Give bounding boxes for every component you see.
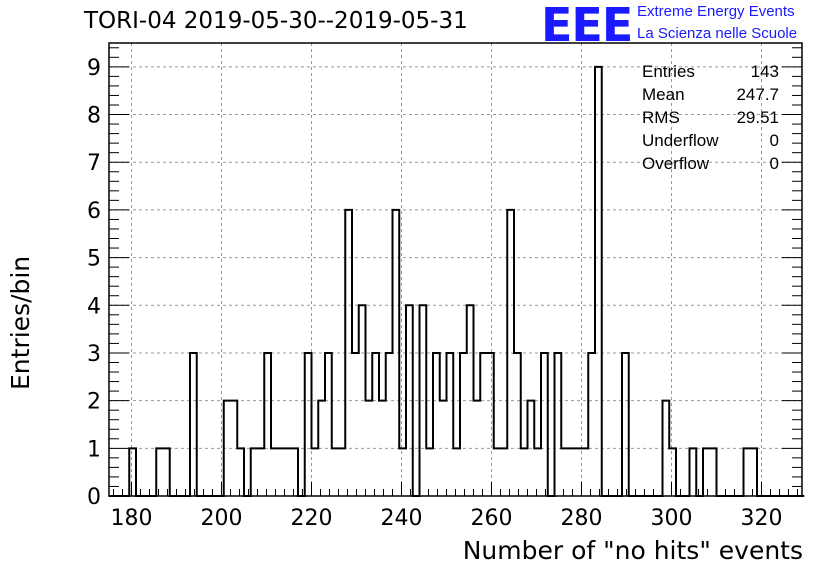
x-tick-label: 320 — [741, 506, 783, 531]
y-tick-label: 5 — [87, 247, 101, 272]
eee-logo: EEE — [541, 0, 633, 52]
histogram-line — [109, 65, 805, 497]
stat-value: 247.7 — [736, 85, 779, 104]
stat-value: 0 — [769, 131, 779, 150]
stat-value: 0 — [769, 154, 779, 173]
stat-rms: RMS 29.51 — [642, 106, 779, 129]
stat-underflow: Underflow 0 — [642, 129, 779, 152]
y-tick-label: 0 — [87, 485, 101, 510]
y-tick-label: 3 — [87, 342, 101, 367]
y-tick-label: 2 — [87, 390, 101, 415]
x-tick-label: 280 — [561, 506, 603, 531]
y-tick-label: 9 — [87, 56, 101, 81]
stat-overflow: Overflow 0 — [642, 152, 779, 175]
stat-label: Mean — [642, 85, 685, 104]
x-tick-label: 220 — [291, 506, 333, 531]
y-tick-label: 4 — [87, 294, 101, 319]
y-tick-label: 7 — [87, 151, 101, 176]
y-tick-label: 8 — [87, 104, 101, 129]
x-tick-label: 240 — [381, 506, 423, 531]
stat-value: 29.51 — [736, 108, 779, 127]
x-axis-label: Number of "no hits" events — [462, 536, 803, 565]
x-tick-label: 200 — [201, 506, 243, 531]
x-tick-label: 260 — [471, 506, 513, 531]
stat-label: Overflow — [642, 154, 710, 173]
stat-value: 143 — [750, 62, 779, 81]
y-tick-label: 6 — [87, 199, 101, 224]
stat-label: RMS — [642, 108, 680, 127]
stat-entries: Entries 143 — [642, 60, 779, 83]
x-tick-label: 180 — [111, 506, 153, 531]
stat-mean: Mean 247.7 — [642, 83, 779, 106]
logo-tagline-2: La Scienza nelle Scuole — [637, 25, 798, 42]
y-axis-label: Entries/bin — [6, 255, 35, 390]
logo-tagline-1: Extreme Energy Events — [637, 3, 795, 20]
chart-title: TORI-04 2019-05-30--2019-05-31 — [84, 8, 468, 34]
x-tick-label: 300 — [651, 506, 693, 531]
stat-label: Underflow — [642, 131, 719, 150]
stat-label: Entries — [642, 62, 695, 81]
stats-box: Entries 143 Mean 247.7 RMS 29.51 Underfl… — [642, 60, 779, 175]
y-tick-label: 1 — [87, 437, 101, 462]
